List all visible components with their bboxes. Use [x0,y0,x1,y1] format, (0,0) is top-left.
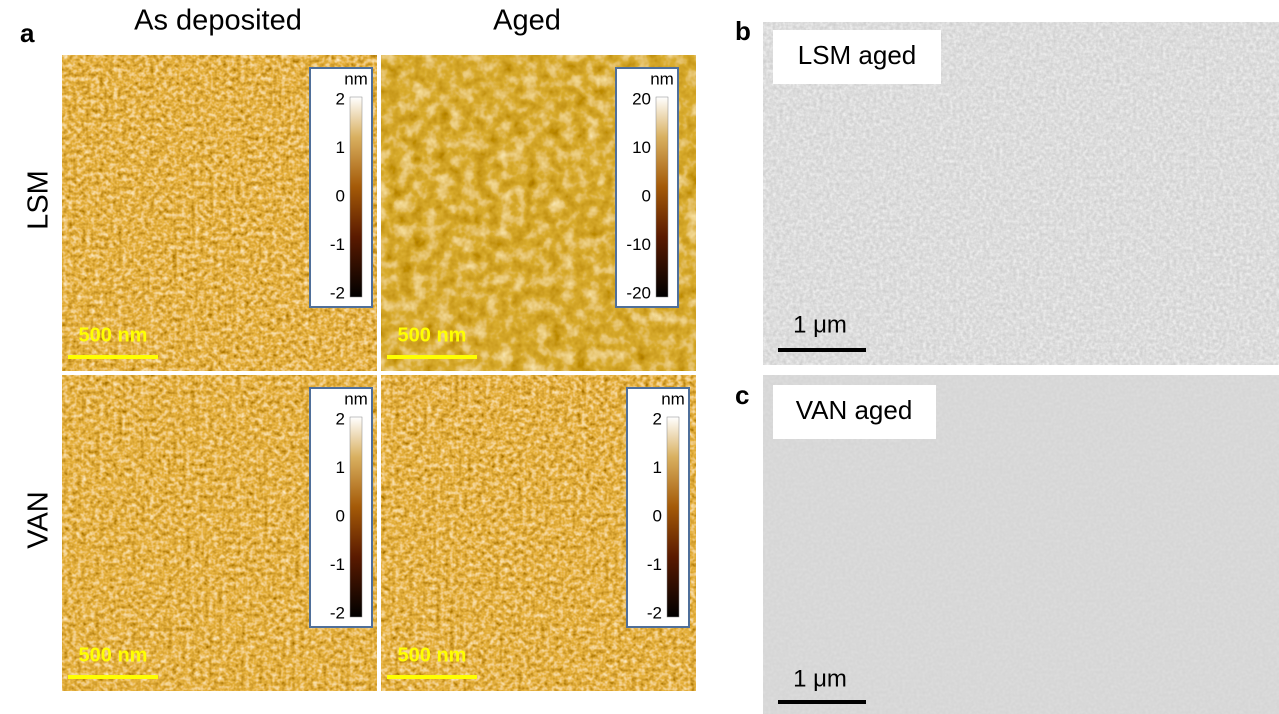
colorbar-tick-label: -2 [330,283,345,302]
colorbar-unit: nm [344,69,368,88]
colorbar-unit: nm [344,389,368,408]
figure: a As deposited Aged LSM VAN nm210-1-2500… [0,0,1279,714]
row-title: LSM [23,170,55,230]
colorbar [667,417,679,617]
column-title: As deposited [134,5,302,37]
colorbar-unit: nm [661,389,685,408]
colorbar-tick-label: 0 [336,506,345,525]
colorbar [350,97,362,297]
colorbar-tick-label: 0 [336,186,345,205]
row-title: VAN [23,491,55,548]
colorbar-tick-label: 0 [642,186,651,205]
colorbar-tick-label: 0 [653,506,662,525]
image-title: LSM aged [798,40,917,70]
scale-bar-label: 500 nm [79,324,148,346]
column-title: Aged [493,5,561,37]
panel-label: c [735,380,749,410]
panel-label: b [735,16,751,46]
colorbar [350,417,362,617]
image-title: VAN aged [796,395,913,425]
colorbar-tick-label: 2 [336,89,345,108]
colorbar-tick-label: -1 [330,555,345,574]
colorbar-tick-label: 2 [653,409,662,428]
colorbar-tick-label: 20 [632,89,651,108]
colorbar-tick-label: -1 [647,555,662,574]
panel-label: a [20,18,35,48]
colorbar-unit: nm [650,69,674,88]
colorbar-tick-label: -10 [626,235,651,254]
scale-bar-label: 1 μm [793,665,847,692]
scale-bar-label: 500 nm [398,324,467,346]
scale-bar-label: 1 μm [793,311,847,338]
colorbar-tick-label: 1 [653,458,662,477]
colorbar [656,97,668,297]
colorbar-tick-label: 1 [336,138,345,157]
colorbar-tick-label: -2 [647,603,662,622]
colorbar-tick-label: 2 [336,409,345,428]
colorbar-tick-label: -2 [330,603,345,622]
colorbar-tick-label: 10 [632,138,651,157]
colorbar-tick-label: 1 [336,458,345,477]
colorbar-tick-label: -1 [330,235,345,254]
scale-bar-label: 500 nm [79,644,148,666]
scale-bar-label: 500 nm [398,644,467,666]
colorbar-tick-label: -20 [626,283,651,302]
